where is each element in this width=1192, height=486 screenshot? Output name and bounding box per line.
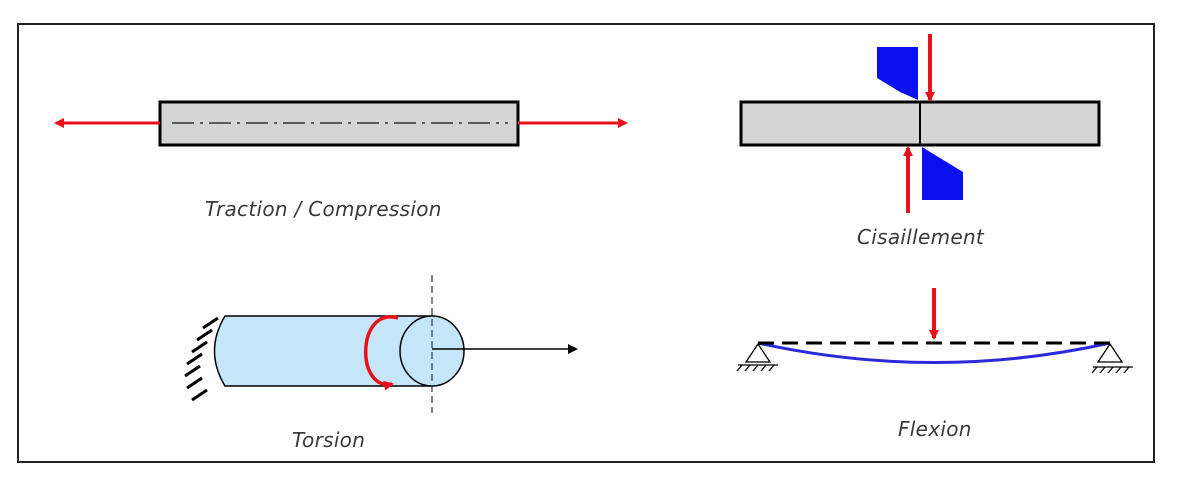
left-pin-support	[736, 342, 778, 372]
upper-blade	[877, 47, 918, 100]
shear-caption: Cisaillement	[857, 225, 985, 249]
traction-compression-panel	[54, 100, 628, 147]
figure-frame	[17, 23, 1155, 463]
flexion-caption: Flexion	[898, 417, 972, 441]
right-roller-support	[1091, 342, 1133, 374]
fixed-support-hatch	[184, 316, 219, 402]
deflected-beam	[757, 341, 1111, 364]
shaft-cylinder	[213, 315, 433, 387]
torsion-caption: Torsion	[292, 428, 366, 452]
lower-blade	[922, 147, 963, 200]
shear-panel	[739, 34, 1101, 213]
traction-compression-caption: Traction / Compression	[205, 197, 442, 221]
torsion-panel	[184, 275, 578, 413]
torque-arrow	[364, 315, 399, 391]
flexion-panel	[736, 288, 1133, 374]
